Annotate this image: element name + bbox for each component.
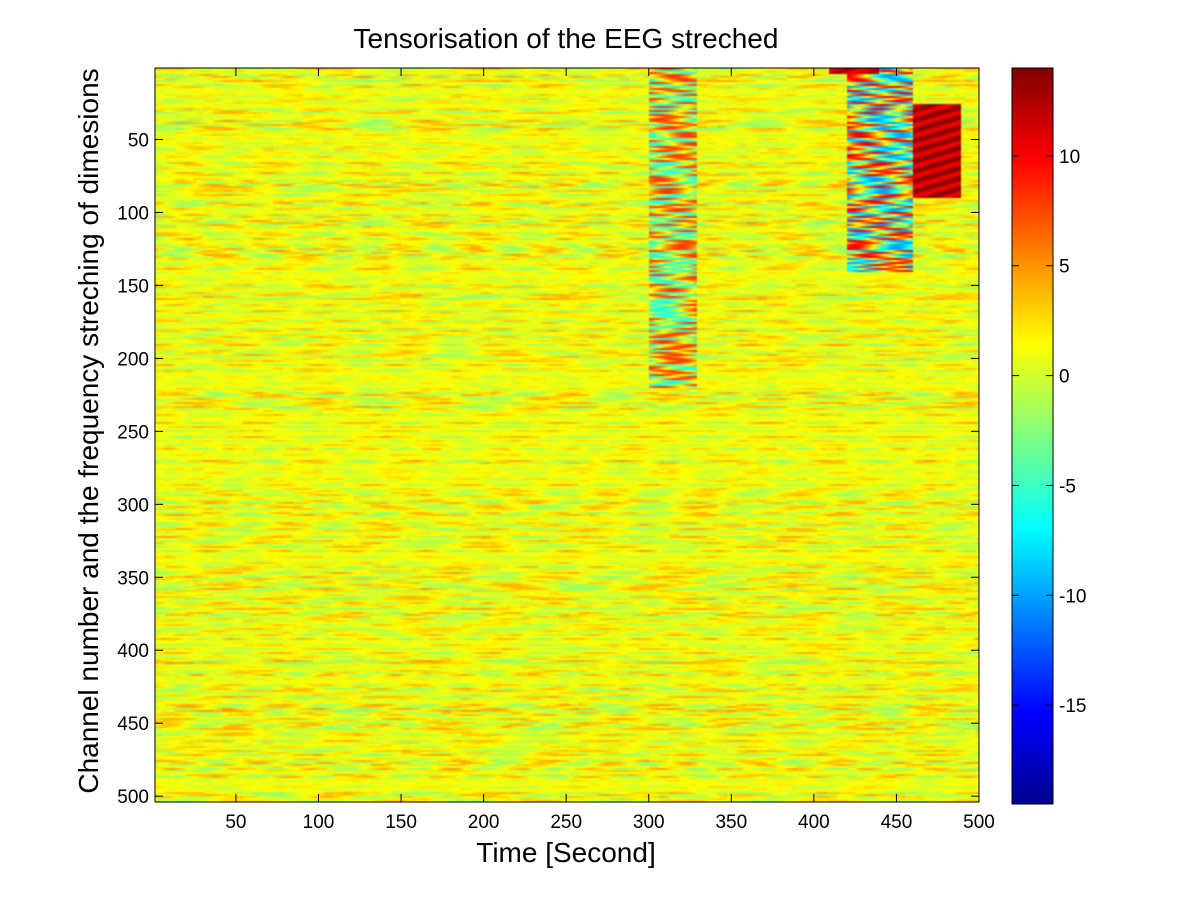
y-tick-label: 500 [117,787,149,808]
x-axis-label: Time [Second] [476,837,655,868]
y-tick-label: 200 [117,349,149,370]
y-tick-label: 450 [117,714,149,735]
x-tick-label: 350 [715,812,747,833]
x-tick-label: 450 [881,812,913,833]
colorbar-gradient [1012,68,1053,804]
colorbar-tick-label: -10 [1059,586,1086,607]
x-tick-label: 500 [963,812,995,833]
y-axis: 50 100 150 200 250 300 350 400 450 500 [117,131,979,808]
x-tick-label: 150 [385,812,417,833]
colorbar-frame [1011,67,1054,805]
x-axis: 50 100 150 200 250 300 350 400 450 500 [225,68,995,833]
plot-area [154,67,980,803]
y-tick-label: 400 [117,641,149,662]
colorbar-tick-label: -15 [1059,696,1086,717]
heatmap-image [155,68,979,802]
x-tick-label: 50 [225,812,246,833]
y-tick-label: 300 [117,495,149,516]
plot-frame [154,67,980,803]
y-tick-label: 150 [117,276,149,297]
y-tick-label: 100 [117,203,149,224]
x-tick-label: 300 [633,812,665,833]
y-tick-label: 50 [128,131,149,152]
x-tick-label: 200 [468,812,500,833]
colorbar: 10 5 0 -5 -10 -15 [1011,67,1086,805]
colorbar-tick-label: -5 [1059,476,1076,497]
colorbar-tick-label: 10 [1059,147,1080,168]
y-tick-label: 350 [117,568,149,589]
colorbar-ticks: 10 5 0 -5 -10 -15 [1012,147,1086,717]
x-tick-label: 250 [550,812,582,833]
colorbar-tick-label: 0 [1059,367,1070,388]
colorbar-tick-label: 5 [1059,257,1070,278]
chart-title: Tensorisation of the EEG streched [354,23,779,54]
x-tick-label: 100 [303,812,335,833]
x-tick-label: 400 [798,812,830,833]
y-tick-label: 250 [117,422,149,443]
y-axis-label: Channel number and the frequency strechi… [73,68,104,793]
